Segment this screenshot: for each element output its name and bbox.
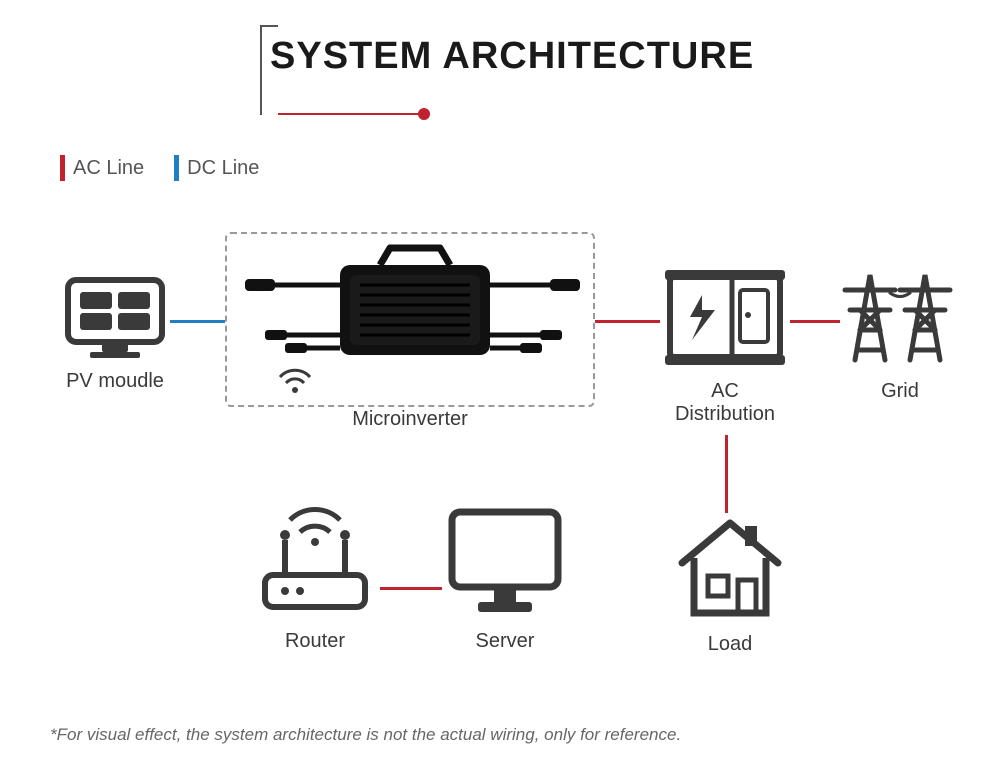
load-node: Load (670, 508, 790, 656)
ac-distribution-node: AC Distribution (660, 255, 790, 426)
title-block: SYSTEM ARCHITECTURE (270, 35, 754, 78)
legend-dc-label: DC Line (187, 157, 259, 180)
pv-module-node: PV moudle (60, 270, 170, 393)
router-label: Router (250, 630, 380, 653)
legend-ac-bar (60, 155, 65, 181)
title-underline (278, 113, 423, 115)
server-label: Server (440, 630, 570, 653)
legend: AC Line DC Line (60, 155, 259, 181)
wifi-icon (275, 365, 315, 395)
title-bracket (260, 25, 278, 115)
edge-pv-micro (170, 320, 225, 323)
solar-panel-icon (60, 270, 170, 360)
edge-acdist-grid (790, 320, 840, 323)
acdist-label: AC Distribution (660, 380, 790, 426)
edge-acdist-load (725, 435, 728, 513)
edge-router-server (380, 587, 442, 590)
server-node: Server (440, 500, 570, 653)
grid-node: Grid (840, 255, 960, 403)
house-icon (670, 508, 790, 623)
microinverter-icon (225, 230, 595, 380)
load-label: Load (670, 633, 790, 656)
footnote: *For visual effect, the system architect… (50, 725, 681, 745)
pv-label: PV moudle (60, 370, 170, 393)
page-title: SYSTEM ARCHITECTURE (270, 35, 754, 78)
router-node: Router (250, 490, 380, 653)
edge-micro-acdist (595, 320, 660, 323)
legend-dc-bar (174, 155, 179, 181)
micro-label: Microinverter (225, 408, 595, 431)
router-icon (250, 490, 380, 620)
distribution-box-icon (660, 255, 790, 370)
legend-ac: AC Line (60, 155, 144, 181)
microinverter-node: Microinverter (225, 230, 595, 431)
title-dot (418, 108, 430, 120)
legend-ac-label: AC Line (73, 157, 144, 180)
grid-label: Grid (840, 380, 960, 403)
monitor-icon (440, 500, 570, 620)
power-tower-icon (840, 255, 960, 370)
legend-dc: DC Line (174, 155, 259, 181)
